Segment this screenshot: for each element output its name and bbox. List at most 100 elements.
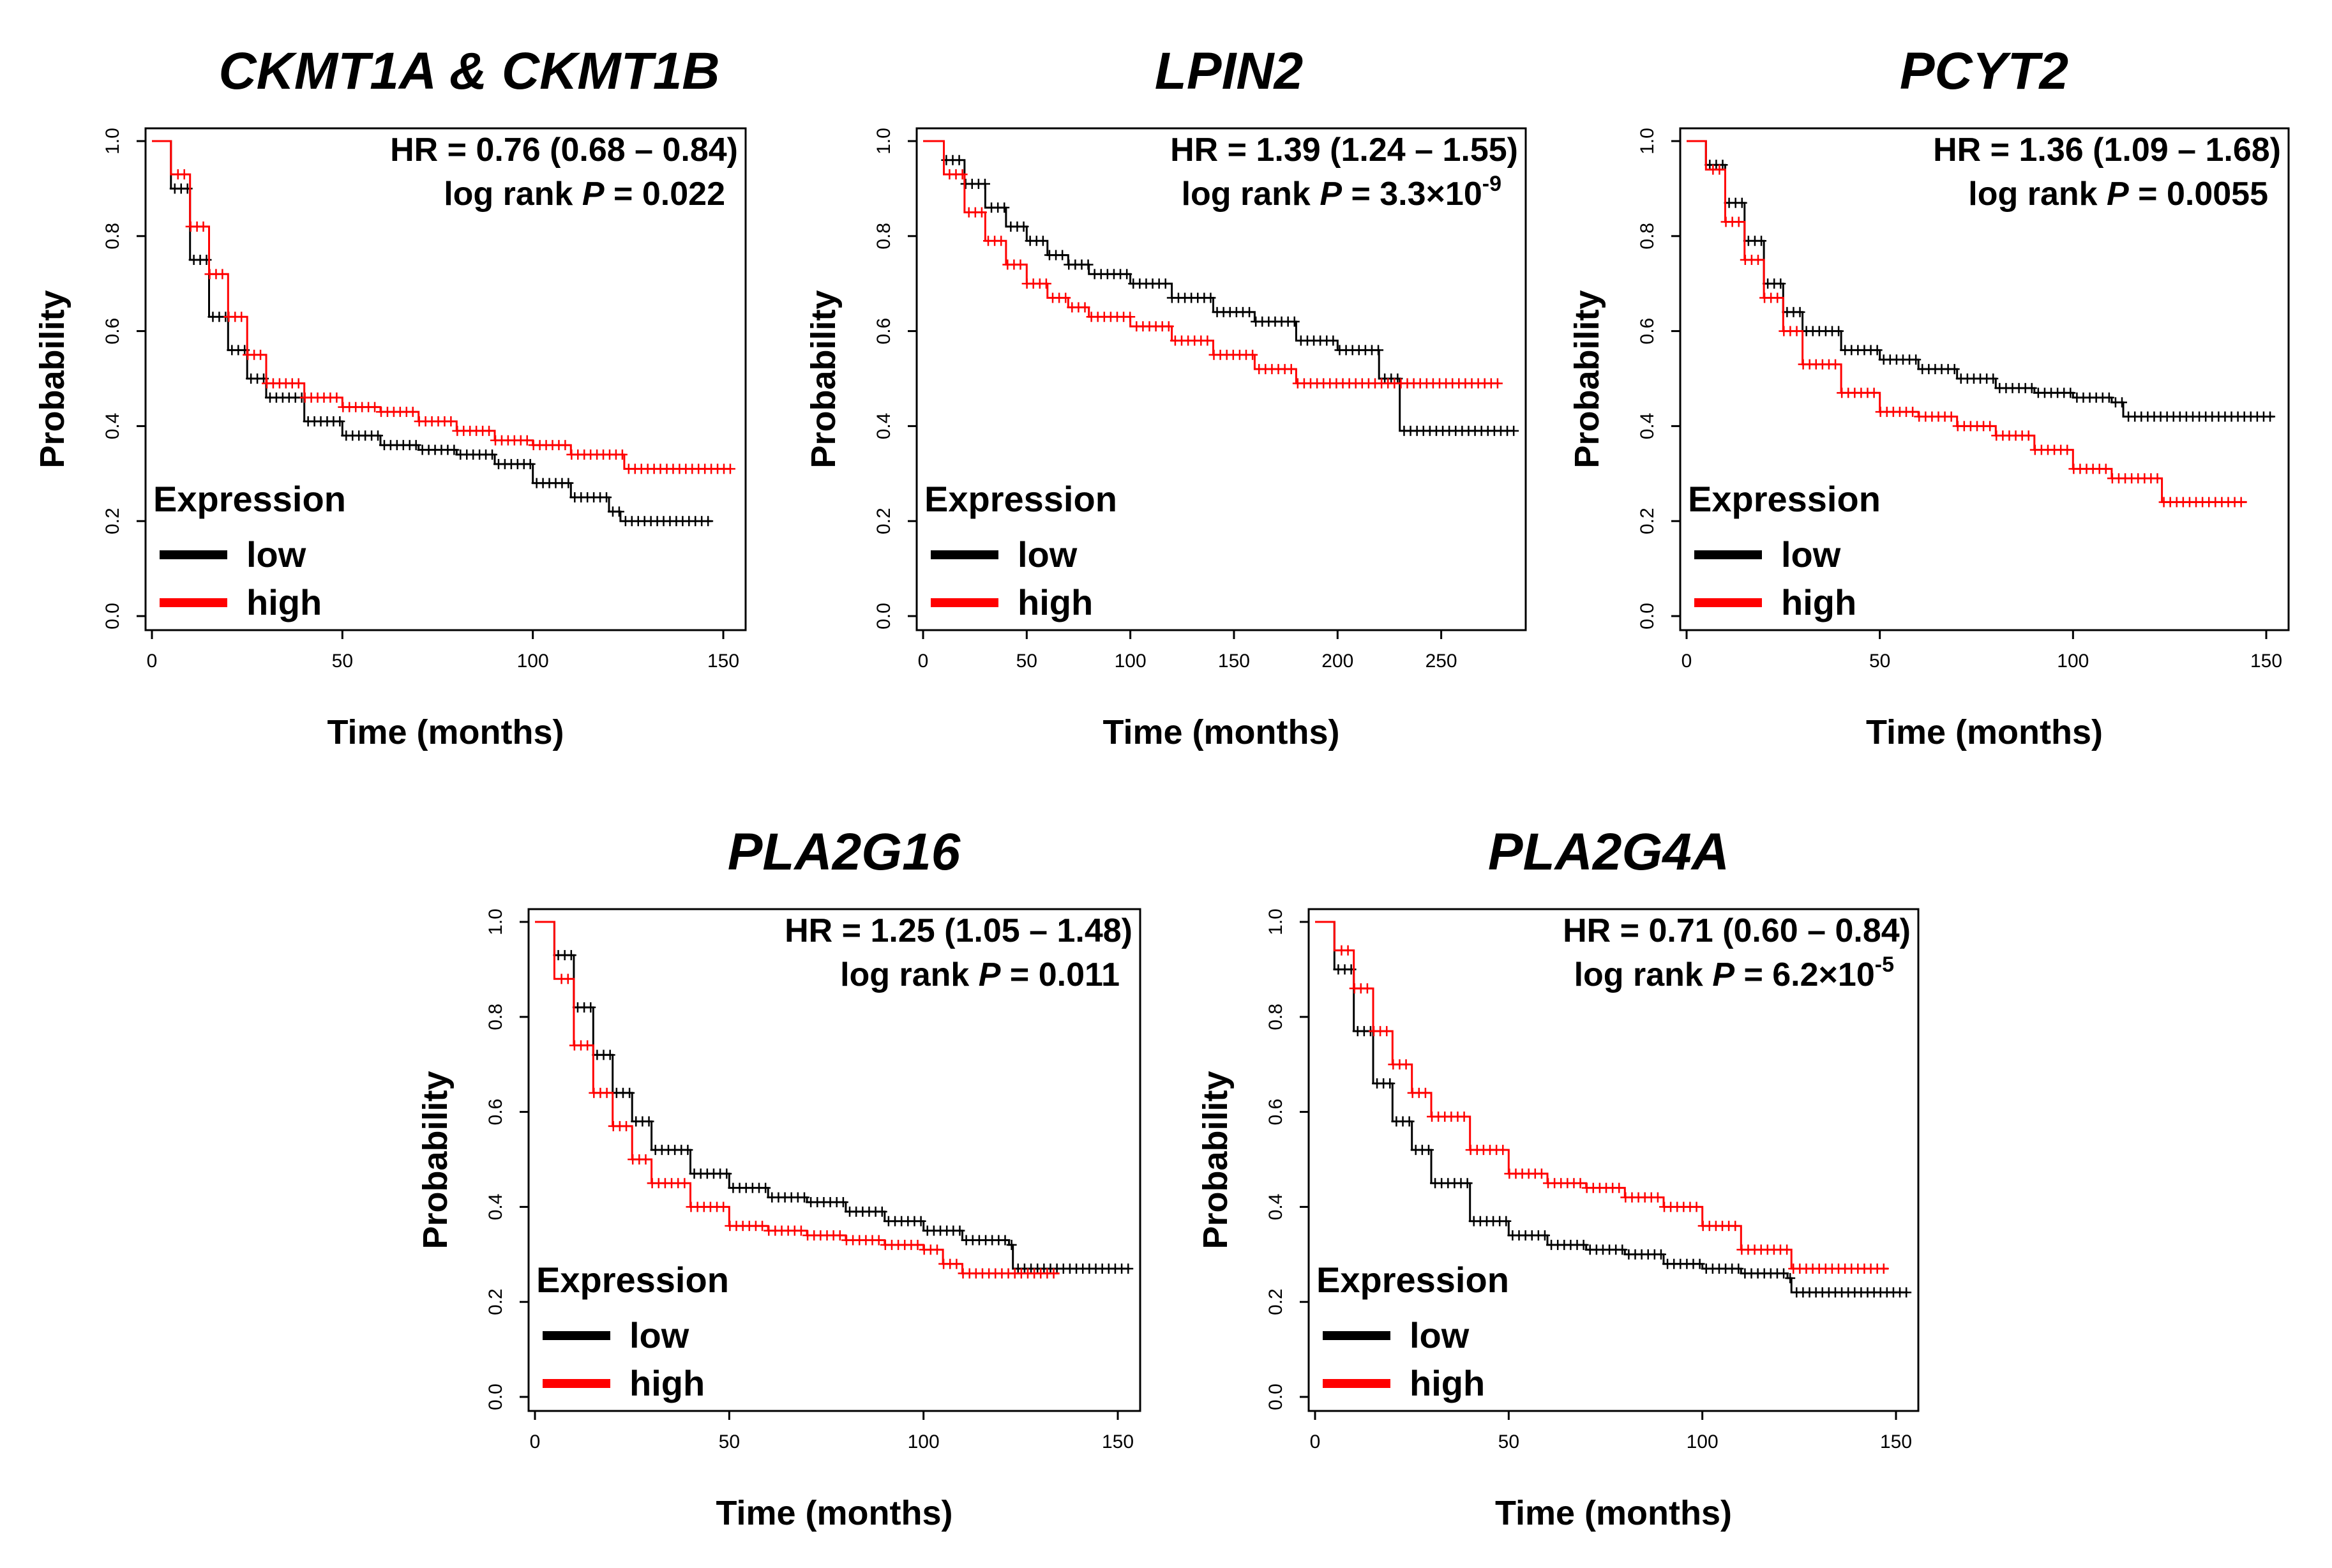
y-tick-label: 1.0 — [873, 128, 894, 155]
x-axis-label: Time (months) — [1102, 713, 1339, 751]
x-tick-label: 0 — [1681, 651, 1692, 672]
y-tick-label: 0.2 — [102, 508, 123, 534]
x-tick-label: 0 — [1310, 1431, 1321, 1452]
y-tick-label: 0.2 — [1265, 1288, 1286, 1315]
legend: Expression low high — [1316, 1260, 1509, 1403]
km-panel: PLA2G16 HR = 1.25 (1.05 – 1.48) log rank P… — [416, 823, 1141, 1532]
x-tick-label: 50 — [1869, 651, 1890, 672]
y-tick-label: 0.6 — [1637, 318, 1658, 345]
censor-marks-low — [941, 155, 1519, 436]
x-tick-label: 100 — [1687, 1431, 1719, 1452]
y-tick-label: 0.4 — [1637, 413, 1658, 440]
legend-label-low: low — [1018, 534, 1078, 575]
x-tick-label: 150 — [2250, 651, 2282, 672]
x-tick-label: 100 — [1115, 651, 1147, 672]
x-tick-label: 50 — [719, 1431, 740, 1452]
x-tick-label: 50 — [1016, 651, 1037, 672]
legend-label-low: low — [1410, 1315, 1470, 1355]
y-tick-label: 0.2 — [1637, 508, 1658, 534]
x-tick-label: 100 — [2057, 651, 2089, 672]
x-tick-label: 150 — [707, 651, 739, 672]
legend-label-high: high — [629, 1363, 705, 1403]
log-rank-p-label: log rank P = 6.2×10-5 — [1574, 953, 1894, 993]
x-tick-label: 0 — [147, 651, 158, 672]
y-tick-label: 1.0 — [102, 128, 123, 155]
y-tick-label: 0.4 — [1265, 1194, 1286, 1221]
x-axis-label: Time (months) — [1495, 1494, 1732, 1532]
hazard-ratio-label: HR = 0.76 (0.68 – 0.84) — [390, 132, 738, 169]
y-tick-label: 1.0 — [485, 908, 506, 935]
censor-marks-low — [1333, 964, 1912, 1298]
plot-frame — [1679, 127, 2290, 631]
chart-title: LPIN2 — [1155, 42, 1303, 100]
chart-title: PLA2G4A — [1488, 823, 1729, 881]
y-tick-label: 0.6 — [873, 318, 894, 345]
censor-marks-low — [169, 183, 714, 527]
x-tick-label: 0 — [918, 651, 929, 672]
x-tick-label: 100 — [908, 1431, 940, 1452]
legend-title: Expression — [153, 479, 346, 519]
km-panel: LPIN2 HR = 1.39 (1.24 – 1.55)log rank P =… — [804, 42, 1527, 751]
legend: Expression low high — [1688, 479, 1881, 622]
censor-marks-low — [553, 950, 1134, 1274]
legend-title: Expression — [536, 1260, 729, 1300]
chart-title: PLA2G16 — [728, 823, 961, 881]
plot-frame — [527, 908, 1141, 1412]
y-tick-label: 0.8 — [1265, 1004, 1286, 1030]
y-tick-label: 0.8 — [1637, 223, 1658, 250]
x-axis-label: Time (months) — [1866, 713, 2103, 751]
legend-title: Expression — [924, 479, 1117, 519]
km-panel: PLA2G4A HR = 0.71 (0.60 – 0.84) log rank P… — [1196, 823, 1920, 1532]
legend-label-high: high — [1018, 582, 1093, 622]
y-tick-label: 1.0 — [1637, 128, 1658, 155]
censor-marks-high — [172, 169, 735, 474]
censor-marks-high — [944, 169, 1503, 389]
y-tick-label: 0.2 — [873, 508, 894, 534]
log-rank-p-label: log rank P = 3.3×10-9 — [1182, 172, 1501, 213]
x-tick-label: 50 — [1498, 1431, 1519, 1452]
censor-marks-high — [556, 974, 1059, 1279]
legend-label-high: high — [246, 582, 322, 622]
legend-label-high: high — [1410, 1363, 1485, 1403]
censor-marks-high — [1708, 164, 2246, 508]
legend-title: Expression — [1688, 479, 1881, 519]
hazard-ratio-label: HR = 1.36 (1.09 – 1.68) — [1933, 132, 2281, 169]
y-tick-label: 0.8 — [485, 1004, 506, 1030]
x-axis-label: Time (months) — [327, 713, 564, 751]
y-tick-label: 0.4 — [102, 413, 123, 440]
plot-frame — [144, 127, 747, 631]
legend: Expression low high — [924, 479, 1117, 622]
y-tick-label: 0.4 — [485, 1194, 506, 1221]
x-tick-label: 200 — [1321, 651, 1353, 672]
y-tick-label: 0.0 — [102, 603, 123, 629]
y-tick-label: 0.0 — [1637, 603, 1658, 629]
y-axis-label: Probability — [804, 290, 843, 468]
y-tick-label: 0.2 — [485, 1288, 506, 1315]
log-rank-p-label: log rank P = 0.011 — [840, 956, 1120, 993]
legend-label-low: low — [1781, 534, 1841, 575]
legend: Expression low high — [153, 479, 346, 622]
km-panel: CKMT1A & CKMT1B HR = 0.76 (0.68 – 0.84) lo… — [33, 42, 747, 751]
y-tick-label: 0.6 — [102, 318, 123, 345]
y-axis-label: Probability — [1568, 290, 1606, 468]
legend: Expression low high — [536, 1260, 729, 1403]
y-tick-label: 0.0 — [1265, 1383, 1286, 1410]
x-tick-label: 150 — [1880, 1431, 1912, 1452]
hazard-ratio-label: HR = 1.25 (1.05 – 1.48) — [785, 912, 1132, 949]
y-tick-label: 0.8 — [102, 223, 123, 250]
chart-title: PCYT2 — [1900, 42, 2068, 100]
censor-marks-high — [1336, 945, 1889, 1274]
log-rank-p-label: log rank P = 0.022 — [444, 176, 725, 213]
legend-label-low: low — [629, 1315, 689, 1355]
x-tick-label: 150 — [1102, 1431, 1134, 1452]
legend-label-high: high — [1781, 582, 1856, 622]
log-rank-p-label: log rank P = 0.0055 — [1968, 176, 2268, 213]
y-axis-label: Probability — [33, 290, 71, 468]
y-axis-label: Probability — [416, 1071, 455, 1249]
plot-frame — [1307, 908, 1920, 1412]
y-tick-label: 0.4 — [873, 413, 894, 440]
chart-title: CKMT1A & CKMT1B — [218, 42, 719, 100]
plot-frame — [915, 127, 1527, 631]
legend-label-low: low — [246, 534, 306, 575]
